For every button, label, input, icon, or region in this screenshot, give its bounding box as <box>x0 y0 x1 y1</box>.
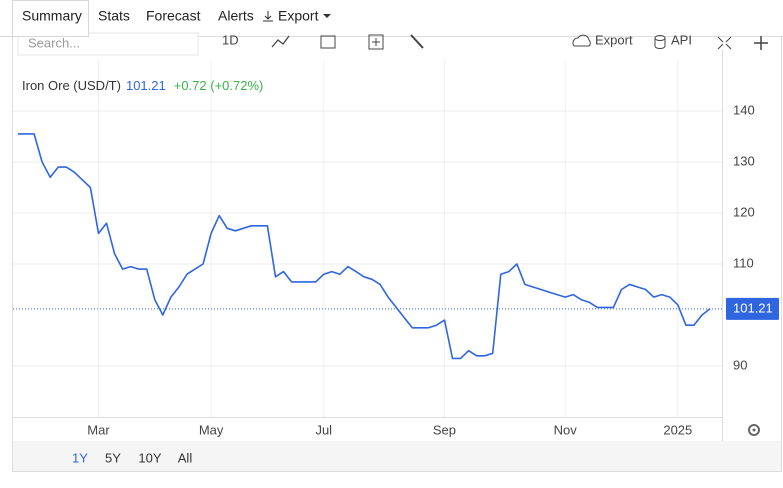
chart-title: Iron Ore (USD/T) <box>22 78 121 93</box>
range-button[interactable]: 5Y <box>105 450 121 465</box>
tab[interactable]: Alerts <box>218 8 254 24</box>
last-value-label: 101.21 <box>733 300 773 315</box>
tab[interactable]: Summary <box>22 8 82 24</box>
header-value: 101.21 <box>126 78 166 93</box>
add-icon-plus <box>372 38 380 46</box>
tab[interactable]: Forecast <box>146 8 201 24</box>
calendar-icon[interactable] <box>320 35 336 49</box>
range-bar <box>13 441 781 471</box>
api-button[interactable]: API <box>671 32 692 47</box>
x-tick-label: May <box>199 422 224 437</box>
x-tick-label: Nov <box>554 422 578 437</box>
export-icon[interactable] <box>572 34 591 47</box>
search-placeholder[interactable]: Search... <box>28 35 80 50</box>
settings-icon[interactable] <box>748 424 760 436</box>
range-button[interactable]: 10Y <box>138 450 161 465</box>
x-tick-label: Mar <box>87 422 110 437</box>
x-tick-label: Sep <box>433 422 456 437</box>
price-line <box>18 133 711 360</box>
y-tick-label: 90 <box>733 357 747 372</box>
header-change: +0.72 (+0.72%) <box>174 78 264 93</box>
api-icon-body <box>654 38 666 49</box>
tab[interactable]: Export <box>278 8 319 24</box>
range-button[interactable]: 1Y <box>72 450 88 465</box>
add-icon[interactable] <box>368 34 384 50</box>
y-tick-label: 140 <box>733 102 755 117</box>
dropdown-caret <box>323 14 331 18</box>
chart-panel <box>12 36 782 472</box>
export-button[interactable]: Export <box>595 32 633 47</box>
tab-active <box>12 0 89 37</box>
tools-icon[interactable] <box>410 34 424 49</box>
y-tick-label: 120 <box>733 204 755 219</box>
line-type-icon[interactable] <box>271 35 290 48</box>
interval-button[interactable]: 1D <box>222 32 239 47</box>
y-tick-label: 110 <box>733 255 754 270</box>
x-tick-label: 2025 <box>663 422 692 437</box>
tab[interactable]: Stats <box>98 8 130 24</box>
range-button[interactable]: All <box>178 450 193 465</box>
settings-icon-center <box>752 428 756 432</box>
chart-header: Iron Ore (USD/T) 101.21 +0.72 (+0.72%) <box>22 78 263 93</box>
search-box[interactable] <box>17 32 199 56</box>
y-tick-label: 130 <box>733 153 755 168</box>
expand-icon[interactable] <box>754 36 768 50</box>
download-icon <box>263 11 273 22</box>
last-value-badge <box>726 297 779 320</box>
fullscreen-icon[interactable] <box>717 36 732 50</box>
x-tick-label: Jul <box>315 422 332 437</box>
